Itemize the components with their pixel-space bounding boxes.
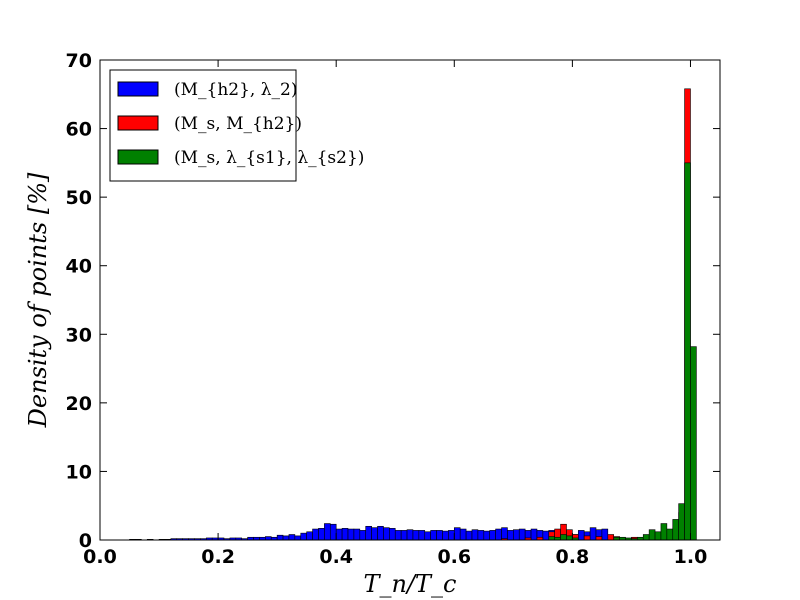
legend: (M_{h2}, λ_2) (M_s, M_{h2}) (M_s, λ_{s1}, … xyxy=(109,69,364,182)
y-tick-label: 10 xyxy=(66,461,92,483)
histogram-bar xyxy=(282,535,290,541)
x-tick-label: 0.8 xyxy=(556,546,590,568)
histogram-bar xyxy=(542,530,550,541)
histogram-bar xyxy=(365,525,372,541)
x-tick-label: 0.0 xyxy=(83,546,117,568)
legend-swatch xyxy=(117,149,159,165)
y-tick-label: 70 xyxy=(66,50,92,72)
histogram-bar xyxy=(430,530,437,541)
histogram-bar xyxy=(418,530,426,541)
histogram-bar xyxy=(513,529,520,541)
x-axis-label: T_n/T_c xyxy=(364,570,457,598)
histogram-bar xyxy=(465,530,473,541)
histogram-bar xyxy=(495,528,502,541)
x-tick-label: 0.2 xyxy=(201,546,235,568)
histogram-bar xyxy=(412,530,420,541)
histogram-bar xyxy=(383,527,390,541)
histogram-bar xyxy=(471,529,479,541)
histogram-bar xyxy=(400,530,408,541)
histogram-bar xyxy=(276,534,284,541)
histogram-bar xyxy=(477,530,485,541)
histogram-bar xyxy=(459,528,467,541)
histogram-bar xyxy=(589,527,597,541)
histogram-bar xyxy=(501,527,508,541)
histogram-bar xyxy=(300,532,307,541)
histogram-bar xyxy=(507,530,514,541)
histogram-bar xyxy=(672,519,679,541)
histogram-bar xyxy=(306,531,313,541)
histogram-bar xyxy=(642,534,650,541)
legend-swatch xyxy=(117,81,159,97)
legend-entry-label: (M_{h2}, λ_2) xyxy=(174,80,297,100)
x-tick-label: 1.0 xyxy=(674,546,708,568)
y-tick-label: 0 xyxy=(79,530,92,552)
histogram-bar xyxy=(394,530,402,541)
histogram-bar xyxy=(607,534,615,541)
histogram-bar xyxy=(654,531,662,541)
histogram-bar xyxy=(436,530,443,541)
histogram-bar xyxy=(318,528,325,541)
histogram-bar xyxy=(690,346,697,541)
legend-entry-label: (M_s, λ_{s1}, λ_{s2}) xyxy=(174,148,364,168)
histogram-bar xyxy=(335,528,343,541)
y-tick-label: 30 xyxy=(66,324,92,346)
histogram-bar xyxy=(424,531,431,541)
histogram-bar xyxy=(489,530,496,541)
y-tick-label: 40 xyxy=(66,256,92,278)
histogram-bar xyxy=(442,530,449,541)
histogram-bar xyxy=(660,523,668,541)
histogram-bar xyxy=(666,528,674,541)
histogram-bar xyxy=(353,528,361,541)
histogram-bar xyxy=(577,530,585,541)
legend-swatch xyxy=(117,115,159,131)
histogram-bar xyxy=(294,535,302,541)
histogram-bar xyxy=(518,528,526,541)
histogram-bar xyxy=(347,528,355,541)
histogram-bar xyxy=(583,535,591,541)
histogram-bar xyxy=(329,523,337,541)
histogram-bar xyxy=(453,527,461,541)
ticks-layer: 0.0 0.2 0.4 0.6 0.8 1.0 0 10 20 30 40 50 60 70 xyxy=(66,50,720,568)
histogram-bar xyxy=(312,528,319,541)
histogram-bar xyxy=(265,536,272,541)
histogram-bar xyxy=(678,503,685,541)
histogram-bar xyxy=(448,530,455,541)
histogram-bar xyxy=(595,536,603,541)
histogram-bar xyxy=(288,534,296,541)
histogram-bar xyxy=(548,536,555,541)
histogram-bar xyxy=(560,534,567,541)
histogram-bar xyxy=(389,528,396,541)
histogram-bar xyxy=(406,529,414,541)
y-axis-label: Density of points [%] xyxy=(24,172,52,428)
x-tick-label: 0.6 xyxy=(437,546,471,568)
histogram-bar xyxy=(359,530,367,541)
y-tick-label: 50 xyxy=(66,187,92,209)
histogram-bar xyxy=(324,523,331,541)
x-tick-label: 0.4 xyxy=(319,546,353,568)
histogram-bar xyxy=(377,525,384,541)
histogram-bar xyxy=(684,162,691,541)
histogram-bar xyxy=(601,528,609,541)
histogram-bar xyxy=(483,530,491,541)
histogram-bar xyxy=(566,535,573,541)
y-tick-label: 20 xyxy=(66,393,92,415)
histogram-bar xyxy=(341,528,349,541)
legend-entry-label: (M_s, M_{h2}) xyxy=(174,114,302,134)
histogram-bar xyxy=(530,528,538,541)
y-tick-label: 60 xyxy=(66,119,92,141)
histogram-bar xyxy=(648,529,656,541)
plot-frame xyxy=(99,59,721,541)
histogram-bar xyxy=(371,527,378,541)
